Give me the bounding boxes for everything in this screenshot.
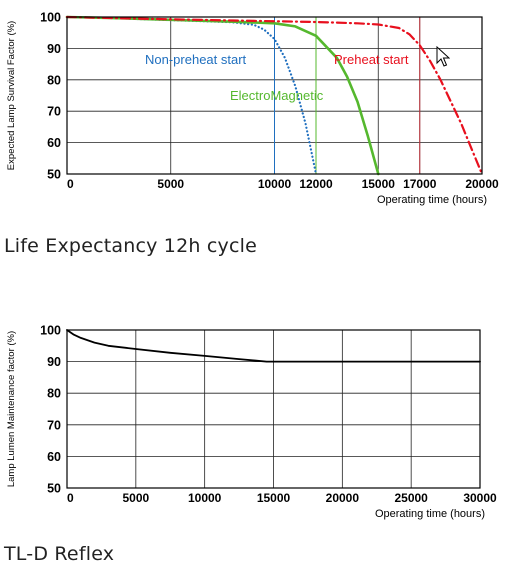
x-axis-label: Operating time (hours) <box>375 508 485 520</box>
chart-caption-tld-reflex: TL-D Reflex <box>4 543 115 565</box>
y-tick-label: 70 <box>47 105 61 119</box>
y-tick-label: 80 <box>47 387 61 401</box>
y-tick-label: 90 <box>47 355 61 369</box>
y-tick-label: 70 <box>47 418 61 432</box>
x-tick-label: 0 <box>67 491 74 505</box>
x-tick-label: 30000 <box>463 491 497 505</box>
x-tick-label: 5000 <box>122 491 149 505</box>
series-line-series-0 <box>66 329 481 363</box>
plot-frame <box>66 329 481 489</box>
y-tick-label: 60 <box>47 450 61 464</box>
x-tick-label: 15000 <box>362 177 396 191</box>
x-tick-label: 20000 <box>465 177 499 191</box>
series-line-non-preheat-start <box>65 15 318 176</box>
x-tick-label: 10000 <box>188 491 222 505</box>
chart-caption-life-expectancy: Life Expectancy 12h cycle <box>4 235 257 257</box>
y-tick-label: 80 <box>47 73 61 87</box>
x-tick-label: 15000 <box>257 491 291 505</box>
y-tick-label: 100 <box>40 324 61 338</box>
y-tick-label: 60 <box>47 136 61 150</box>
plot-frame <box>66 16 483 175</box>
x-tick-label: 0 <box>67 177 74 191</box>
y-tick-label: 50 <box>47 482 61 496</box>
y-tick-label: 90 <box>47 42 61 56</box>
x-tick-label: 12000 <box>299 177 333 191</box>
x-tick-label: 10000 <box>258 177 292 191</box>
x-axis-label: Operating time (hours) <box>377 194 487 206</box>
series-line-electromagnetic <box>65 15 380 176</box>
annotation-electromagnetic: ElectroMagnetic <box>230 88 324 103</box>
y-axis-label: Lamp Lumen Maintenance factor (%) <box>6 331 17 487</box>
x-tick-label: 17000 <box>403 177 437 191</box>
mouse-pointer-icon <box>436 46 450 67</box>
series-line-preheat-start <box>65 15 484 176</box>
annotation-preheat-start: Preheat start <box>334 52 409 67</box>
lumen-maintenance-chart: 50 60 70 80 90 100 0 5000 10000 15000 20000 25000 30… <box>6 324 497 521</box>
x-tick-label: 20000 <box>326 491 360 505</box>
y-tick-label: 100 <box>40 11 61 25</box>
y-axis-label: Expected Lamp Survival Factor (%) <box>6 21 17 170</box>
y-tick-label: 50 <box>47 168 61 182</box>
x-tick-label: 5000 <box>157 177 184 191</box>
survival-chart: 50 60 70 80 90 100 0 5000 10000 12000 15000 17000 20… <box>6 11 499 207</box>
x-tick-label: 25000 <box>394 491 428 505</box>
annotation-non-preheat-start: Non-preheat start <box>145 52 247 67</box>
